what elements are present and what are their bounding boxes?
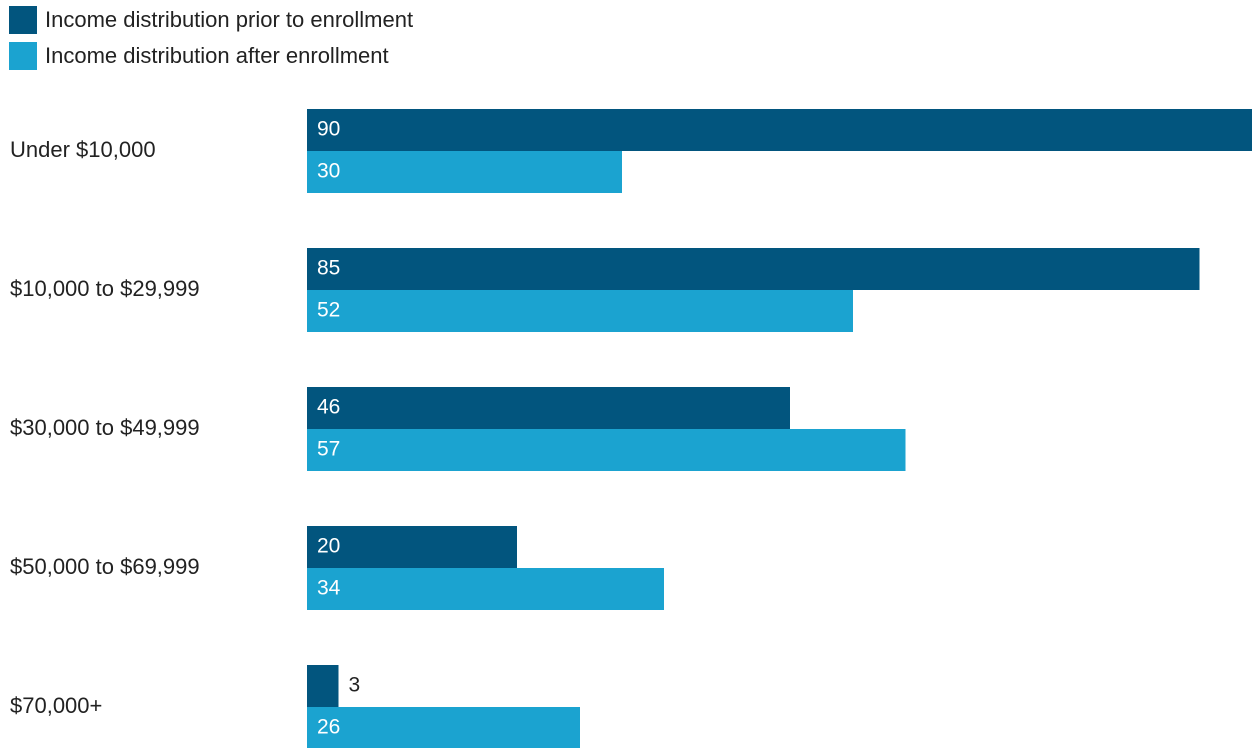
bar-value-label: 26	[317, 716, 340, 739]
legend-item-after: Income distribution after enrollment	[9, 42, 413, 70]
bar-value-label: 57	[317, 438, 340, 461]
bar-prior	[307, 109, 1252, 151]
bar-after	[307, 707, 580, 748]
bar-value-label: 90	[317, 118, 340, 141]
bar-after	[307, 568, 664, 610]
category-label: Under $10,000	[10, 137, 156, 162]
category-label: $50,000 to $69,999	[10, 554, 200, 579]
bar-prior	[307, 248, 1200, 290]
bar-after	[307, 290, 853, 332]
bar-prior	[307, 665, 339, 707]
bar-after	[307, 151, 622, 193]
category-label: $10,000 to $29,999	[10, 276, 200, 301]
bar-value-label: 34	[317, 577, 341, 600]
bar-after	[307, 429, 906, 471]
legend-label-after: Income distribution after enrollment	[45, 43, 389, 68]
legend-swatch-after	[9, 42, 37, 70]
category-label: $70,000+	[10, 693, 102, 718]
legend: Income distribution prior to enrollment …	[9, 6, 413, 78]
legend-swatch-prior	[9, 6, 37, 34]
bar-value-label: 3	[349, 674, 361, 697]
bar-prior	[307, 526, 517, 568]
bar-value-label: 85	[317, 257, 340, 280]
bar-value-label: 20	[317, 535, 340, 558]
legend-item-prior: Income distribution prior to enrollment	[9, 6, 413, 34]
category-label: $30,000 to $49,999	[10, 415, 200, 440]
bar-prior	[307, 387, 790, 429]
bar-value-label: 46	[317, 396, 340, 419]
bar-value-label: 52	[317, 299, 340, 322]
bar-value-label: 30	[317, 160, 340, 183]
legend-label-prior: Income distribution prior to enrollment	[45, 7, 414, 32]
